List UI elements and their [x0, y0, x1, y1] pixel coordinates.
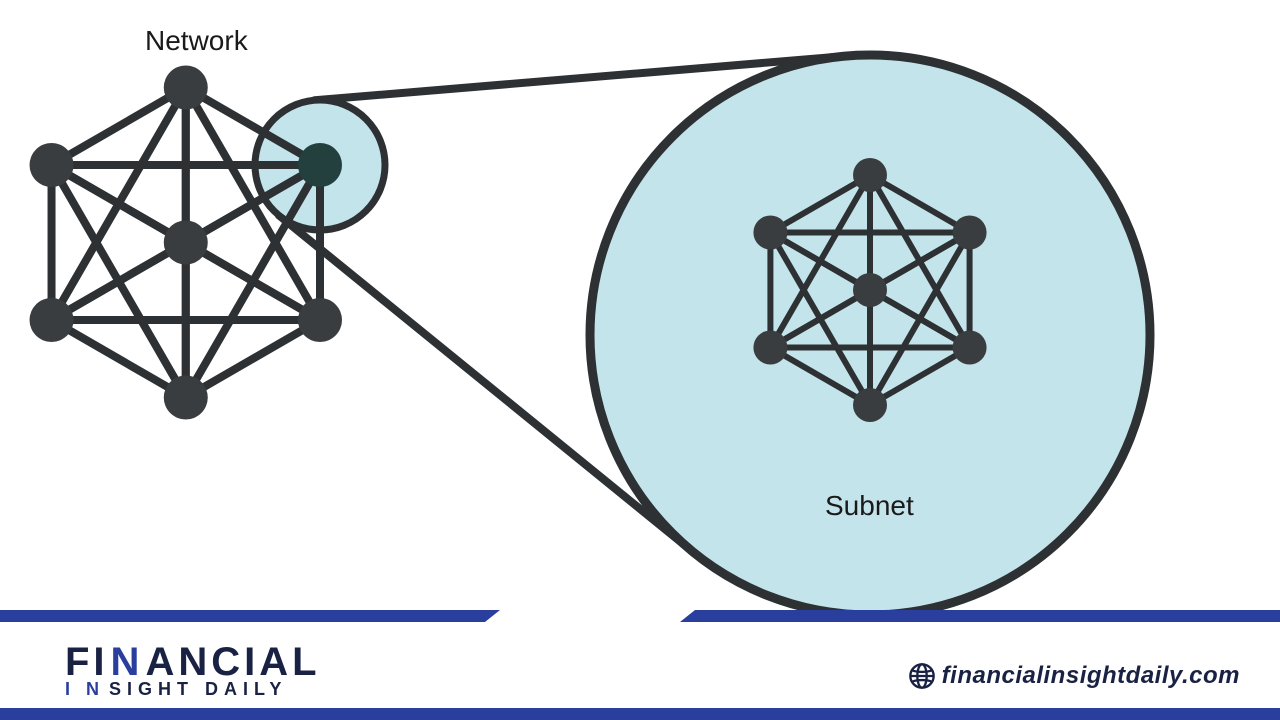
footer-stripe-top-left [0, 610, 500, 622]
footer: FI N ANCIAL INSIGHT DAILY financialinsig… [0, 610, 1280, 720]
brand-n2: N [86, 679, 105, 699]
brand-prefix-char: I [65, 679, 76, 699]
footer-stripe-top-right [680, 610, 1280, 622]
brand-post: ANCIAL [145, 642, 320, 682]
footer-stripe-bottom [0, 708, 1280, 720]
brand-line1: FI N ANCIAL [65, 642, 321, 682]
brand-logo: FI N ANCIAL INSIGHT DAILY [65, 642, 321, 698]
brand-pre: FI [65, 642, 109, 682]
network-label: Network [145, 25, 248, 57]
globe-icon [908, 662, 936, 690]
subnet-label: Subnet [825, 490, 914, 522]
site-url: financialinsightdaily.com [942, 662, 1240, 690]
site-link: financialinsightdaily.com [908, 662, 1240, 690]
brand-n-letter: N [111, 642, 144, 682]
